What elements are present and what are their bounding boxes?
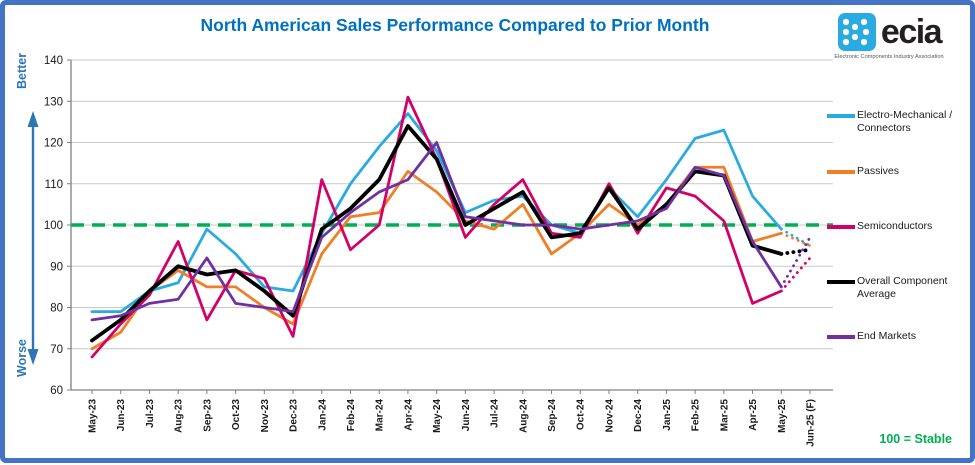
legend-swatch-passives xyxy=(827,170,855,174)
legend-label-end-markets: End Markets xyxy=(857,330,916,342)
x-tick-label-jun-23: Jun-23 xyxy=(116,399,127,432)
x-tick-label-sep-23: Sep-23 xyxy=(202,399,213,432)
x-tick-label-feb-24: Feb-24 xyxy=(346,399,357,432)
x-tick-label-dec-24: Dec-24 xyxy=(633,399,644,432)
legend-label-passives: Passives xyxy=(857,165,900,177)
forecast-segment-passives xyxy=(779,231,812,248)
legend-item-electro-mechanical-connectors: Electro-Mechanical / Connectors xyxy=(827,109,969,135)
series-line-passives xyxy=(90,165,783,351)
x-tick-label-nov-23: Nov-23 xyxy=(260,399,271,433)
sales-performance-chart: 60 70 80 90 100 110 120 130 140 May-23 Jun-23 Jul-2… xyxy=(44,55,833,447)
legend-swatch-electro-mechanical-connectors xyxy=(827,114,855,118)
better-worse-axis-annotation: Better Worse xyxy=(11,53,45,413)
forecast-segment-semiconductors xyxy=(779,256,812,293)
x-tick-label-feb-25: Feb-25 xyxy=(691,399,702,432)
x-tick-label-jul-23: Jul-23 xyxy=(145,399,156,428)
x-tick-label-dec-23: Dec-23 xyxy=(289,399,300,432)
forecast-segment-electro-mechanical-connectors xyxy=(779,227,812,248)
legend-item-overall-component-average: Overall Component Average xyxy=(827,275,969,301)
y-tick-label-70: 70 xyxy=(50,344,63,356)
series-line-end-markets xyxy=(90,141,783,322)
ecia-logo: ecia Electronic Components Industry Asso… xyxy=(820,12,958,60)
x-tick-label-jul-24: Jul-24 xyxy=(490,399,501,428)
x-tick-label-mar-24: Mar-24 xyxy=(375,399,386,432)
chart-legend: Electro-Mechanical / Connectors Passives S… xyxy=(827,103,975,393)
legend-item-passives: Passives xyxy=(827,165,969,178)
y-tick-label-80: 80 xyxy=(50,303,63,315)
y-tick-label-90: 90 xyxy=(50,261,63,273)
x-tick-label-jan-25: Jan-25 xyxy=(662,399,673,431)
ecia-logo-text: ecia xyxy=(880,12,943,51)
legend-swatch-overall-component-average xyxy=(827,280,855,284)
forecast-segment-overall-component-average xyxy=(779,247,812,256)
forecast-segment-end-markets xyxy=(779,235,812,289)
legend-label-overall-component-average: Overall Component Average xyxy=(857,275,948,301)
series-line-electro-mechanical-connectors xyxy=(90,112,783,314)
legend-item-end-markets: End Markets xyxy=(827,330,969,343)
ecia-logo-icon xyxy=(837,13,876,51)
better-worse-arrow-icon xyxy=(27,111,39,365)
x-tick-label-sep-24: Sep-24 xyxy=(547,399,558,432)
y-tick-label-110: 110 xyxy=(45,179,63,191)
x-tick-label-aug-24: Aug-24 xyxy=(518,399,529,433)
page-title: North American Sales Performance Compare… xyxy=(200,15,710,35)
y-tick-label-60: 60 xyxy=(50,385,63,397)
legend-swatch-semiconductors xyxy=(827,225,855,229)
legend-label-electro-mechanical-connectors: Electro-Mechanical / Connectors xyxy=(857,109,953,135)
x-tick-label-may-25: May-25 xyxy=(777,399,788,433)
x-tick-label-jun-25-f: Jun-25 (F) xyxy=(806,399,817,447)
y-tick-label-100: 100 xyxy=(44,220,63,232)
x-tick-label-may-23: May-23 xyxy=(88,399,99,433)
x-tick-label-jan-24: Jan-24 xyxy=(317,399,328,431)
legend-item-semiconductors: Semiconductors xyxy=(827,220,969,233)
x-tick-label-apr-25: Apr-25 xyxy=(748,399,759,431)
legend-swatch-end-markets xyxy=(827,335,855,339)
y-tick-label-130: 130 xyxy=(44,96,63,108)
stable-note: 100 = Stable xyxy=(879,432,952,446)
x-tick-label-jun-24: Jun-24 xyxy=(461,399,472,432)
ecia-logo-caption: Electronic Components Industry Associati… xyxy=(834,54,944,60)
legend-label-semiconductors: Semiconductors xyxy=(857,220,933,232)
x-tick-label-aug-23: Aug-23 xyxy=(174,399,185,433)
x-tick-label-nov-24: Nov-24 xyxy=(604,399,615,433)
y-tick-label-120: 120 xyxy=(44,138,63,150)
x-tick-label-oct-24: Oct-24 xyxy=(576,399,587,431)
series-line-semiconductors xyxy=(90,95,783,359)
y-tick-label-140: 140 xyxy=(44,55,63,67)
series-line-overall-component-average xyxy=(90,124,784,343)
x-tick-label-may-24: May-24 xyxy=(432,399,443,433)
x-tick-label-mar-25: Mar-25 xyxy=(719,399,730,432)
x-tick-label-apr-24: Apr-24 xyxy=(403,399,414,431)
x-tick-label-oct-23: Oct-23 xyxy=(231,399,242,431)
